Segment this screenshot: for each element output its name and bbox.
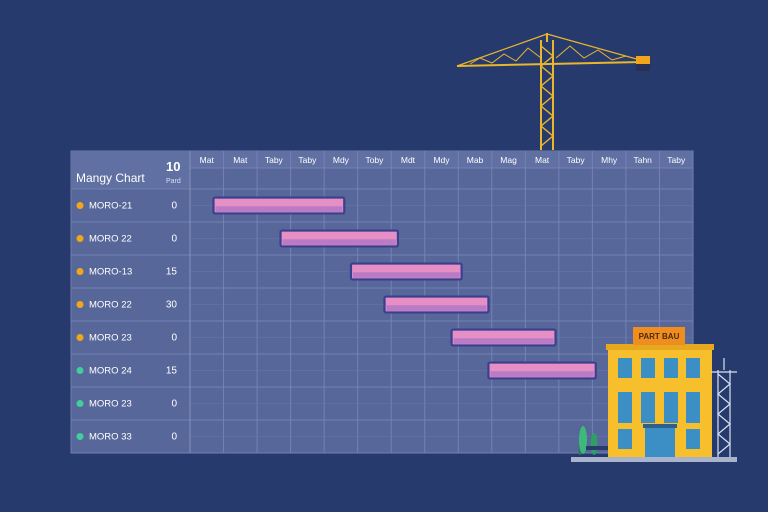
crane-illustration [456, 33, 650, 150]
gantt-bar-shade [215, 206, 343, 212]
row-label: MORO 23 [89, 333, 132, 344]
chart-title: Mangy Chart [76, 171, 145, 185]
gantt-bars [212, 196, 597, 380]
building-window [641, 358, 655, 378]
column-label: Mab [467, 155, 484, 165]
column-label: Mag [500, 155, 517, 165]
row-label: MORO 22 [89, 234, 132, 245]
column-label: Toby [365, 155, 384, 165]
row-value: 15 [166, 267, 178, 278]
row-value: 0 [171, 201, 177, 212]
building-window [618, 429, 632, 449]
column-label: Mdy [333, 155, 350, 165]
row-value: 0 [171, 333, 177, 344]
building-sign: PART BAU [639, 332, 680, 341]
row-status-dot [76, 334, 84, 341]
row-value: 15 [166, 366, 178, 377]
column-label: Taby [567, 155, 586, 165]
column-label: Taby [667, 155, 686, 165]
row-status-dot [76, 367, 84, 374]
header-number: 10 [166, 159, 180, 174]
row-status-dot [76, 235, 84, 242]
building-window [641, 403, 655, 423]
column-label: Mdt [401, 155, 416, 165]
column-label: Tahn [633, 155, 652, 165]
gantt-bar-shade [453, 338, 554, 344]
header-sublabel: Pard [166, 178, 181, 185]
column-label: Mat [535, 155, 550, 165]
column-label: Mdy [433, 155, 450, 165]
chart-panel [70, 150, 694, 454]
row-label: MORO 23 [89, 399, 132, 410]
building-window [686, 429, 700, 449]
row-status-dot [76, 400, 84, 407]
row-value: 0 [171, 234, 177, 245]
building-window [664, 358, 678, 378]
building-illustration: PART BAU [571, 327, 737, 462]
row-label: MORO-13 [89, 267, 132, 278]
column-label: Taby [298, 155, 317, 165]
gantt-bar-shade [282, 239, 396, 245]
row-value: 30 [166, 300, 178, 311]
row-value: 0 [171, 432, 177, 443]
gantt-bar-shade [386, 305, 487, 311]
building-window [618, 358, 632, 378]
row-label: MORO 22 [89, 300, 132, 311]
column-label: Mat [200, 155, 215, 165]
building-window [686, 358, 700, 378]
gantt-bar-shade [490, 371, 594, 377]
building-window [664, 403, 678, 423]
building-window [618, 403, 632, 423]
row-labels: MORO-21 0 MORO 22 0 MORO-13 15 MORO 22 30 MORO 2… [76, 201, 178, 443]
building-window [686, 403, 700, 423]
row-label: MORO-21 [89, 201, 132, 212]
gantt-bar-shade [352, 272, 460, 278]
column-header-band [190, 151, 693, 168]
row-status-dot [76, 433, 84, 440]
column-labels: Mat Mat Taby Taby Mdy Toby Mdt Mdy Mab Mag Mat Taby… [200, 155, 686, 165]
column-label: Mhy [601, 155, 618, 165]
column-label: Mat [233, 155, 248, 165]
row-status-dot [76, 202, 84, 209]
row-status-dot [76, 268, 84, 275]
column-label: Taby [265, 155, 284, 165]
row-status-dot [76, 301, 84, 308]
title-cell [71, 151, 190, 189]
row-label: MORO 33 [89, 432, 132, 443]
row-label: MORO 24 [89, 366, 132, 377]
row-value: 0 [171, 399, 177, 410]
